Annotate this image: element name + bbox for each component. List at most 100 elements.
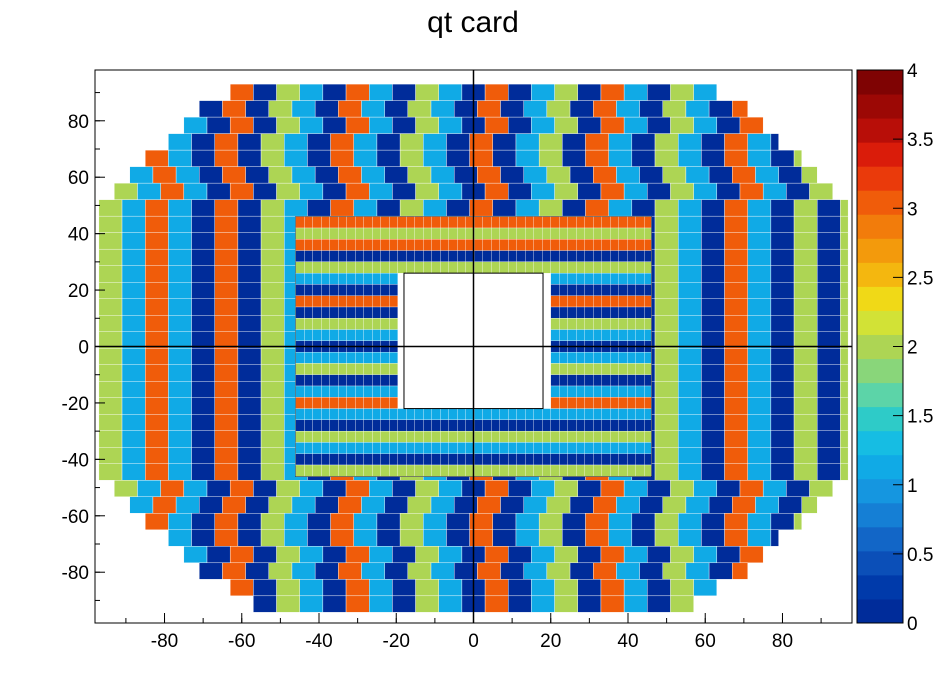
heatmap-cell xyxy=(677,348,702,365)
heatmap-cell xyxy=(237,414,262,431)
inner-cell xyxy=(448,227,458,240)
heatmap-cell xyxy=(98,381,123,398)
inner-cell xyxy=(295,442,305,454)
inner-cell xyxy=(406,239,415,251)
heatmap-cell xyxy=(600,116,625,134)
inner-cell xyxy=(321,216,330,229)
inner-cell xyxy=(355,430,364,443)
inner-cell xyxy=(499,442,509,454)
heatmap-cell xyxy=(809,480,833,497)
colorbar-segment xyxy=(857,454,903,480)
inner-cell xyxy=(601,408,611,421)
heatmap-cell xyxy=(237,529,262,547)
inner-cell xyxy=(584,408,594,421)
inner-cell xyxy=(329,464,339,477)
inner-cell xyxy=(542,250,551,263)
inner-cell xyxy=(644,272,652,285)
heatmap-cell xyxy=(724,315,748,332)
heatmap-cell xyxy=(817,199,841,217)
inner-cell xyxy=(508,430,517,443)
heatmap-cell xyxy=(284,133,308,151)
inner-cell xyxy=(363,363,373,375)
heatmap-cell xyxy=(175,166,200,184)
heatmap-cell xyxy=(670,579,694,597)
heatmap-cell xyxy=(353,529,378,547)
inner-cell xyxy=(431,442,441,454)
inner-cell xyxy=(576,374,585,387)
inner-cell xyxy=(474,261,483,274)
heatmap-cell xyxy=(121,463,146,481)
heatmap-cell xyxy=(299,579,324,597)
heatmap-cell xyxy=(793,215,818,233)
inner-cell xyxy=(618,430,628,443)
heatmap-cell xyxy=(214,529,239,547)
inner-cell xyxy=(397,250,407,263)
inner-cell xyxy=(576,430,585,443)
inner-cell xyxy=(329,442,339,454)
y-axis: -80 -60 -40 -20 0 20 40 60 80 xyxy=(62,92,105,601)
inner-cell xyxy=(559,295,568,308)
heatmap-cell xyxy=(569,496,594,514)
inner-cell xyxy=(584,385,594,398)
heatmap-cell xyxy=(191,315,215,332)
inner-cell xyxy=(635,453,645,466)
inner-cell xyxy=(312,284,322,296)
inner-cell xyxy=(601,430,611,443)
heatmap-cell xyxy=(299,182,324,200)
inner-cell xyxy=(627,261,636,274)
heatmap-cell xyxy=(353,199,378,217)
heatmap-cell xyxy=(353,133,378,151)
heatmap-cell xyxy=(191,348,215,365)
heatmap-cell xyxy=(291,166,316,184)
heatmap-cell xyxy=(801,166,818,184)
heatmap-cell xyxy=(392,595,416,613)
inner-cell xyxy=(397,453,407,466)
heatmap-cell xyxy=(152,496,177,514)
heatmap-cell xyxy=(623,116,648,134)
colorbar-segment xyxy=(857,478,903,504)
inner-cell xyxy=(610,239,619,251)
inner-cell xyxy=(355,385,364,398)
colorbar-tick-label: 1 xyxy=(907,476,918,497)
heatmap-cell xyxy=(840,215,849,233)
heatmap-cell xyxy=(654,414,679,431)
heatmap-cell xyxy=(577,480,602,497)
inner-cell xyxy=(593,419,602,432)
inner-cell xyxy=(414,227,424,240)
heatmap-cell xyxy=(214,199,239,217)
x-tick-label: 80 xyxy=(772,631,793,652)
inner-cell xyxy=(312,295,322,308)
heatmap-cell xyxy=(160,182,185,200)
inner-cell xyxy=(584,284,594,296)
inner-cell xyxy=(584,306,594,319)
heatmap-cell xyxy=(600,595,625,613)
inner-cell xyxy=(550,385,560,398)
inner-cell xyxy=(576,419,585,432)
inner-cell xyxy=(355,216,364,229)
inner-cell xyxy=(312,351,322,364)
heatmap-cell xyxy=(191,463,215,481)
heatmap-cell xyxy=(214,381,239,398)
inner-cell xyxy=(508,216,517,229)
inner-cell xyxy=(372,295,381,308)
inner-cell xyxy=(329,385,339,398)
inner-cell xyxy=(533,430,543,443)
heatmap-cell xyxy=(484,116,509,134)
inner-cell xyxy=(380,397,390,409)
heatmap-cell xyxy=(793,232,818,250)
heatmap-cell xyxy=(245,100,270,118)
heatmap-cell xyxy=(770,447,795,464)
heatmap-cell xyxy=(206,546,231,564)
inner-cell xyxy=(601,239,611,251)
heatmap-cell xyxy=(724,298,748,316)
heatmap-cell xyxy=(168,298,192,316)
heatmap-cell xyxy=(623,579,648,597)
heatmap-cell xyxy=(268,100,293,118)
heatmap-cell xyxy=(701,215,725,233)
inner-cell xyxy=(627,295,636,308)
inner-cell xyxy=(448,464,458,477)
heatmap-cell xyxy=(330,199,354,217)
inner-cell xyxy=(601,419,611,432)
heatmap-cell xyxy=(191,199,215,217)
inner-cell xyxy=(559,306,568,319)
